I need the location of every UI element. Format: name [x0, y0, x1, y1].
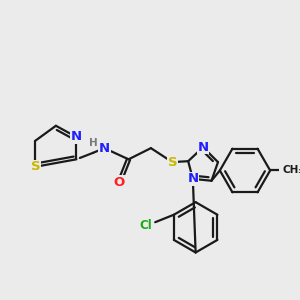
Text: N: N	[71, 130, 82, 143]
Text: N: N	[99, 142, 110, 154]
Text: N: N	[187, 172, 198, 185]
Text: Cl: Cl	[140, 219, 152, 232]
Text: S: S	[31, 160, 40, 173]
Text: CH₃: CH₃	[282, 166, 300, 176]
Text: O: O	[114, 176, 125, 189]
Text: N: N	[197, 141, 208, 154]
Text: S: S	[167, 156, 177, 169]
Text: H: H	[89, 139, 98, 148]
